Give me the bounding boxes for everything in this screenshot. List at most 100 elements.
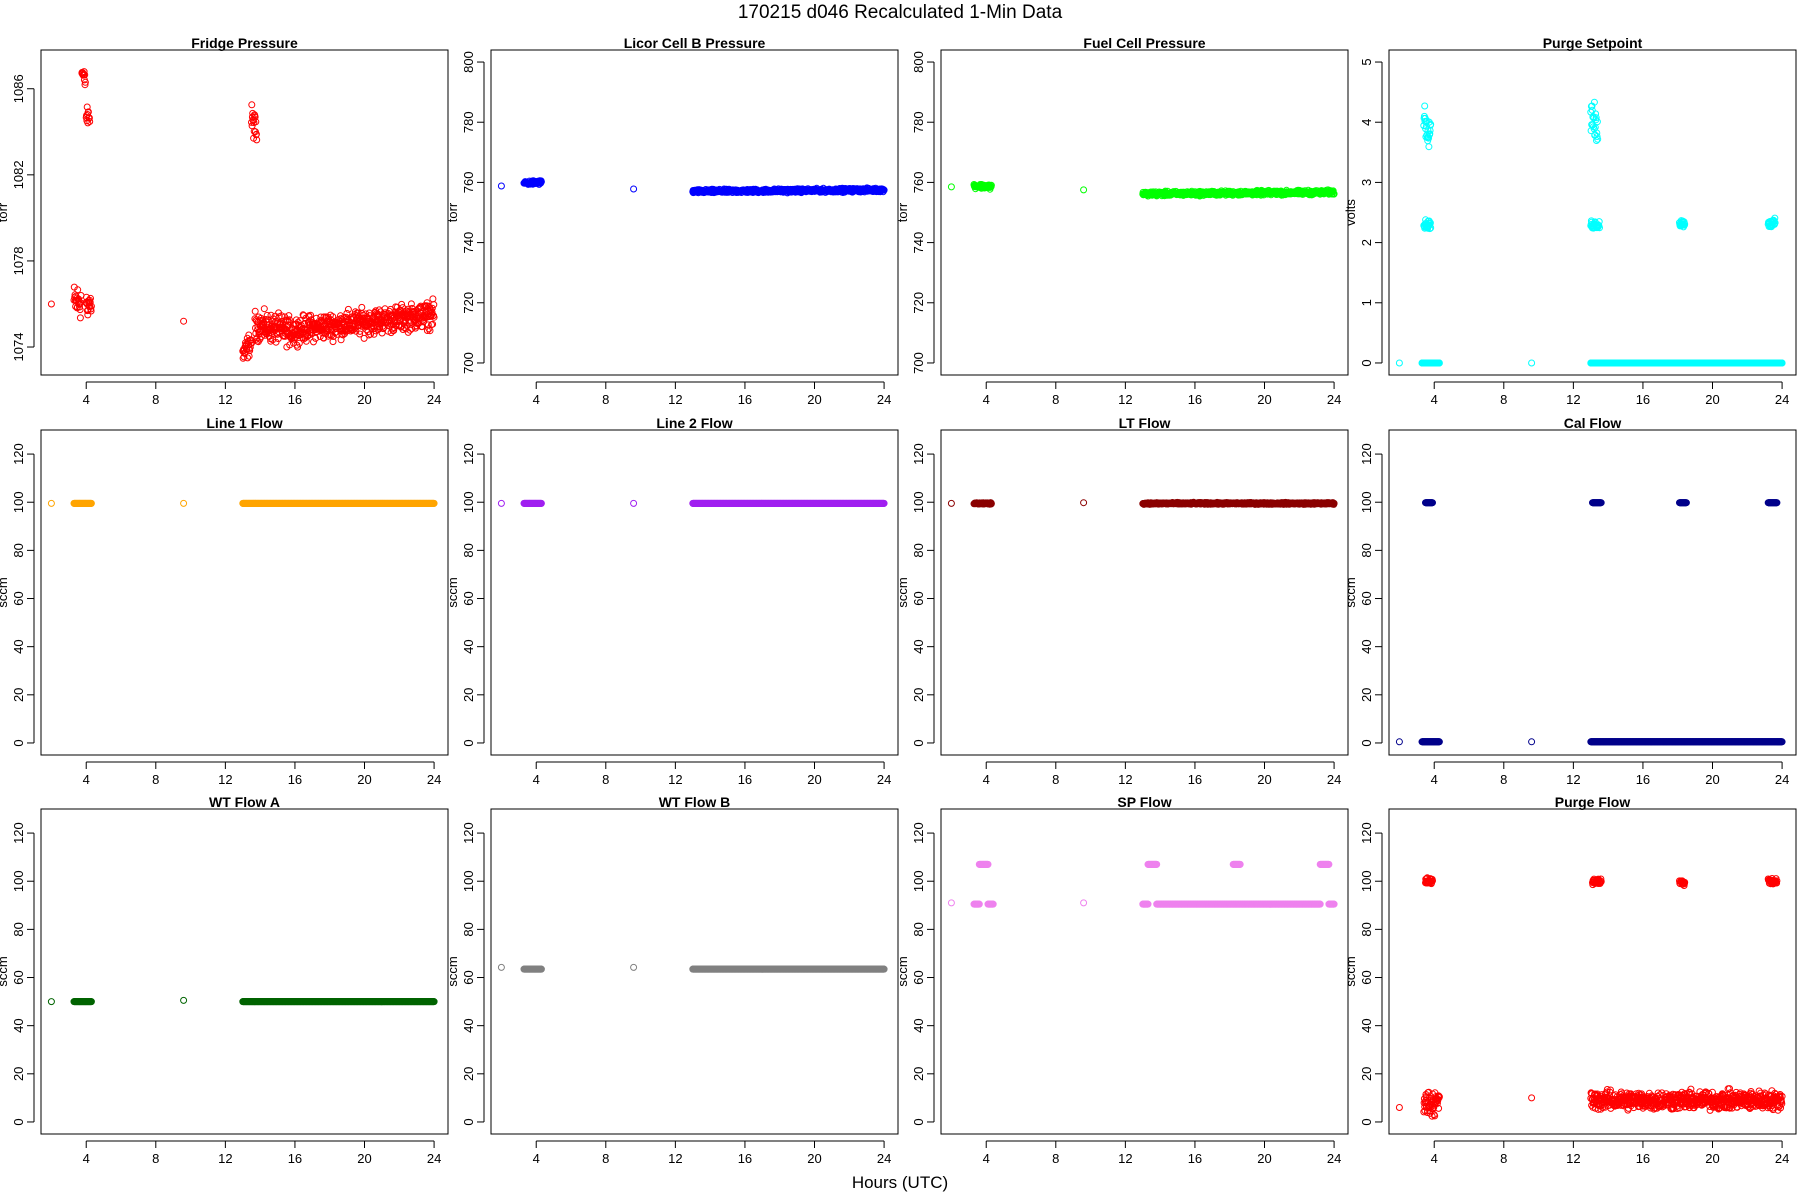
y-tick-label: 800 (461, 51, 476, 73)
data-points (1395, 98, 1786, 367)
data-point (324, 327, 332, 335)
plot-frame (940, 49, 1349, 376)
y-tick-label: 40 (11, 639, 26, 653)
data-point (253, 136, 261, 144)
y-tick-label: 0 (911, 739, 926, 746)
x-tick-label: 12 (668, 392, 682, 407)
panel-title: LT Flow (1119, 415, 1171, 431)
y-tick-label: 5 (1359, 58, 1374, 65)
data-point (81, 78, 89, 86)
data-point (285, 312, 293, 320)
x-tick-label: 4 (1431, 392, 1438, 407)
y-axis-label: torr (0, 202, 10, 222)
x-tick-label: 4 (983, 772, 990, 787)
x-tick-label: 8 (1052, 772, 1059, 787)
x-tick-label: 16 (1188, 772, 1202, 787)
data-point (1592, 114, 1600, 122)
plot-frame (490, 49, 899, 376)
x-axis: 4 8 12 16 20 24 (533, 761, 891, 787)
panel-title: Licor Cell B Pressure (624, 35, 766, 51)
data-point (497, 499, 505, 507)
data-point (251, 113, 259, 121)
data-point (407, 300, 415, 308)
x-tick-label: 24 (877, 392, 891, 407)
y-tick-label: 4 (1359, 119, 1374, 126)
data-point (47, 300, 55, 308)
x-tick-label: 8 (152, 772, 159, 787)
data-point (430, 301, 438, 309)
data-point (310, 338, 317, 346)
x-tick-label: 20 (357, 392, 371, 407)
data-point (987, 181, 995, 189)
y-tick-label: 1 (1359, 299, 1374, 306)
data-point (356, 327, 364, 335)
data-point (307, 311, 315, 319)
y-axis-label: volts (1343, 199, 1358, 226)
data-point (947, 499, 955, 507)
data-point (278, 312, 285, 320)
y-tick-label: 700 (911, 352, 926, 374)
x-tick-label: 4 (983, 392, 990, 407)
x-axis: 4 8 12 16 20 24 (83, 761, 441, 787)
data-point (76, 314, 84, 322)
data-point (1593, 133, 1601, 140)
data-point (285, 316, 293, 324)
data-points (947, 181, 1338, 200)
x-tick-label: 4 (533, 772, 540, 787)
data-point (1425, 134, 1433, 142)
data-point (260, 305, 268, 313)
data-point (429, 295, 437, 303)
data-point (244, 354, 252, 362)
x-axis: 4 8 12 16 20 24 (1431, 381, 1789, 407)
y-tick-label: 720 (461, 292, 476, 314)
x-tick-label: 24 (1327, 392, 1341, 407)
data-point (87, 302, 95, 310)
x-tick-label: 16 (1188, 392, 1202, 407)
data-point (1427, 224, 1435, 232)
data-point (343, 309, 351, 317)
panel-title: Line 2 Flow (656, 415, 732, 431)
x-tick-label: 16 (288, 772, 302, 787)
data-point (880, 186, 888, 194)
data-point (246, 343, 254, 351)
x-tick-label: 24 (427, 772, 441, 787)
y-tick-label: 20 (461, 688, 476, 702)
data-point (285, 318, 293, 326)
data-point (81, 71, 89, 79)
x-tick-label: 12 (1118, 392, 1132, 407)
y-tick-label: 80 (11, 543, 26, 557)
y-tick-label: 800 (911, 51, 926, 73)
y-tick-label: 0 (1359, 359, 1374, 366)
data-point (1435, 359, 1443, 367)
y-tick-label: 60 (911, 591, 926, 605)
data-point (294, 343, 302, 351)
data-point (537, 178, 545, 186)
data-point (75, 295, 83, 303)
data-point (1425, 143, 1433, 151)
data-points (497, 177, 888, 197)
data-point (312, 334, 320, 342)
x-tick-label: 20 (807, 772, 821, 787)
data-point (1425, 217, 1433, 225)
y-axis-label: sccm (895, 577, 910, 607)
data-point (381, 309, 389, 317)
data-point (360, 334, 368, 342)
y-tick-label: 60 (461, 591, 476, 605)
x-tick-label: 20 (1257, 772, 1271, 787)
x-tick-label: 24 (427, 392, 441, 407)
data-point (76, 303, 83, 311)
data-point (1588, 102, 1596, 110)
data-point (1421, 102, 1429, 110)
data-points (947, 498, 1338, 508)
y-tick-label: 740 (461, 232, 476, 254)
data-point (398, 300, 406, 308)
data-points (47, 499, 438, 507)
